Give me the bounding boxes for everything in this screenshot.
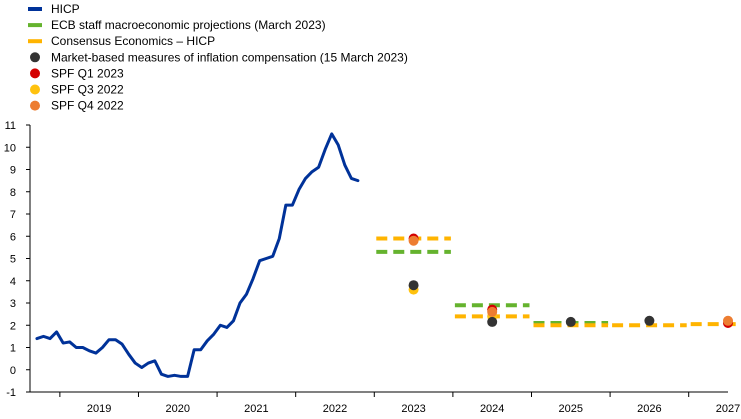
plot-area [35,132,741,378]
legend-label-spf_q1_2023: SPF Q1 2023 [51,66,124,80]
y-tick-label: 5 [10,254,16,266]
y-tick-label: 8 [10,187,16,199]
y-tick-label: 4 [10,276,16,288]
market-point [565,316,576,327]
legend-item-ecb: ECB staff macroeconomic projections (Mar… [28,18,326,32]
y-tick-label: 2 [10,320,16,332]
x-tick-label: 2024 [480,403,504,415]
y-tick-label: 10 [4,142,16,154]
legend-item-hicp: HICP [28,2,80,16]
legend-swatch-hicp [28,7,42,11]
legend-swatch-spf_q3_2022 [30,84,40,95]
y-tick-label: -1 [6,387,16,399]
y-tick-label: 3 [10,298,16,310]
x-tick-label: 2022 [323,403,347,415]
x-axis: 2019 2020 2021 2022 2023 2024 2025 2026 2027 [30,391,740,415]
legend-item-market: Market-based measures of inflation compe… [30,50,408,64]
y-tick-label: 6 [10,231,16,243]
legend-swatch-consensus [28,39,42,44]
y-axis: -1 0 1 2 3 4 5 6 7 8 9 10 11 [4,120,31,399]
legend-swatch-spf_q4_2022 [30,100,40,111]
x-tick-label: 2027 [716,403,740,415]
legend-label-hicp: HICP [51,2,80,16]
spf-q4-2022-point [408,235,419,246]
hicp-line [35,132,360,378]
legend-item-spf_q1_2023: SPF Q1 2023 [30,66,124,80]
legend-swatch-spf_q1_2023 [30,68,40,79]
legend-item-spf_q4_2022: SPF Q4 2022 [30,99,124,113]
y-tick-label: 11 [5,120,16,132]
legend-swatch-market [30,52,40,63]
legend-label-spf_q3_2022: SPF Q3 2022 [51,83,124,97]
y-tick-label: 0 [10,365,16,377]
market-point [487,316,498,327]
y-tick-label: 9 [10,165,16,177]
x-tick-label: 2021 [244,403,268,415]
spf_q4_2022-series [408,235,733,326]
x-tick-label: 2026 [637,403,661,415]
legend-item-consensus: Consensus Economics – HICP [28,34,215,48]
market-point [644,315,655,326]
market-series [408,280,655,327]
legend-swatch-ecb [28,23,42,28]
legend: HICP ECB staff macroeconomic projections … [28,2,408,113]
x-tick-label: 2023 [401,403,425,415]
x-tick-label: 2025 [559,403,583,415]
legend-label-ecb: ECB staff macroeconomic projections (Mar… [51,18,326,32]
spf-q4-2022-point [487,306,498,317]
market-point [408,280,419,291]
legend-label-spf_q4_2022: SPF Q4 2022 [51,99,124,113]
x-tick-label: 2019 [87,403,111,415]
legend-label-consensus: Consensus Economics – HICP [51,34,215,48]
legend-item-spf_q3_2022: SPF Q3 2022 [30,83,124,97]
spf-q4-2022-point [723,315,733,326]
spf_q3_2022-series [408,284,498,322]
y-tick-label: 1 [10,343,16,355]
spf_q1_2023-series [408,233,733,329]
legend-label-market: Market-based measures of inflation compe… [51,50,408,64]
x-tick-label: 2020 [166,403,190,415]
y-tick-label: 7 [10,209,16,221]
